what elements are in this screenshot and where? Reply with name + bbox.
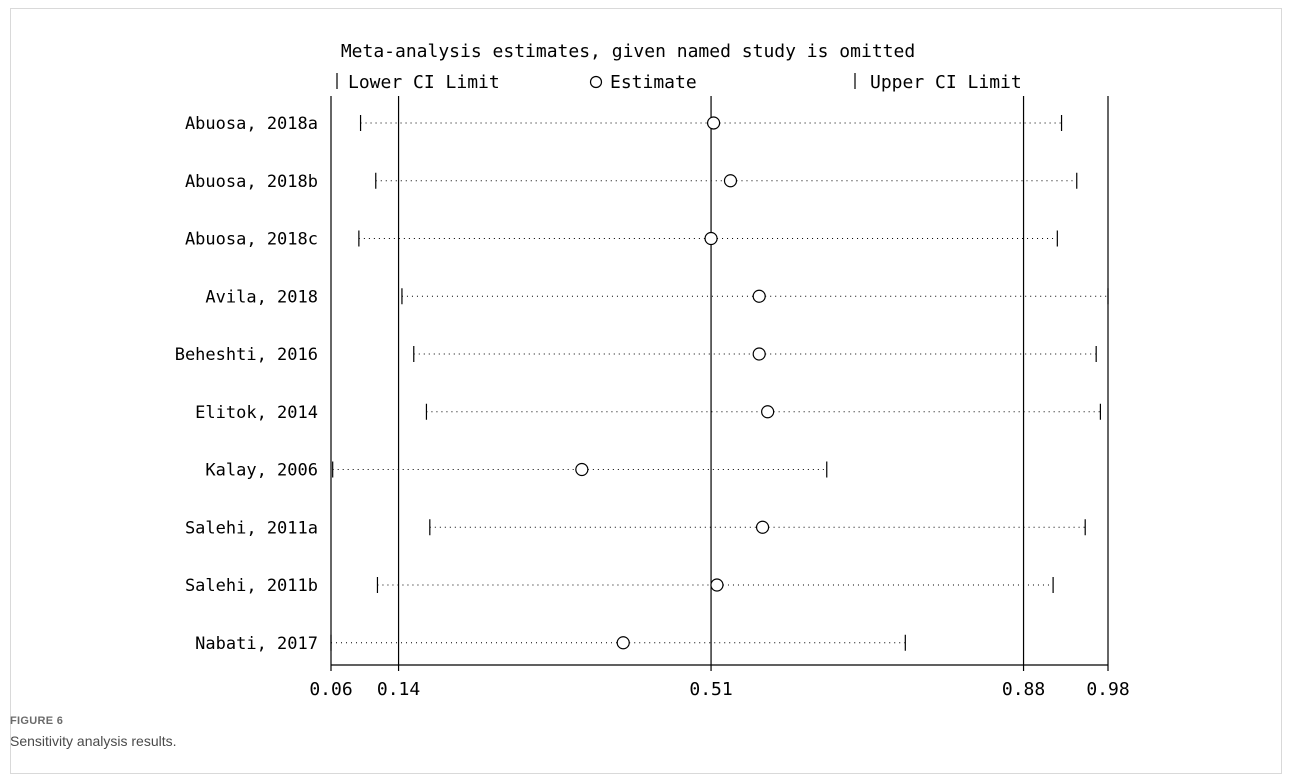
x-tick-label-1: 0.14 — [377, 679, 420, 700]
estimate-marker — [616, 636, 630, 650]
x-tick-label-2: 0.51 — [689, 679, 732, 700]
study-label: Salehi, 2011a — [185, 518, 318, 538]
estimate-marker — [752, 289, 766, 303]
study-row-0: Abuosa, 2018a — [185, 114, 1063, 134]
estimate-marker — [761, 405, 775, 419]
figure-label: FIGURE 6 — [10, 715, 64, 727]
study-label: Elitok, 2014 — [195, 403, 318, 423]
estimate-marker — [755, 520, 770, 534]
legend-estimate-label: Estimate — [610, 72, 697, 93]
study-label: Abuosa, 2018b — [185, 172, 318, 192]
study-label: Avila, 2018 — [205, 287, 318, 307]
study-label: Salehi, 2011b — [185, 576, 318, 596]
study-row-1: Abuosa, 2018b — [185, 172, 1078, 192]
estimate-marker — [706, 116, 721, 130]
x-tick-label-4: 0.98 — [1086, 679, 1129, 700]
plot-axes: 0.06 0.14 0.51 0.88 0.98 — [309, 96, 1130, 700]
study-label: Abuosa, 2018a — [185, 114, 318, 134]
legend: Meta-analysis estimates, given named stu… — [336, 41, 1022, 93]
estimate-marker — [575, 462, 589, 477]
estimate-marker — [710, 578, 724, 592]
legend-estimate-marker — [589, 75, 603, 89]
estimate-marker — [723, 174, 738, 188]
study-rows: Abuosa, 2018a Abuosa, 2018b Abuosa, 2018c A… — [175, 114, 1109, 654]
figure-caption-text: Sensitivity analysis results. — [10, 733, 177, 749]
study-row-4: Beheshti, 2016 — [175, 345, 1097, 365]
chart-title: Meta-analysis estimates, given named stu… — [341, 41, 915, 62]
x-tick-label-0: 0.06 — [309, 679, 352, 700]
study-row-6: Kalay, 2006 — [205, 461, 828, 481]
study-label: Abuosa, 2018c — [185, 230, 318, 250]
figure-frame — [10, 8, 1282, 774]
study-label: Kalay, 2006 — [205, 461, 318, 481]
study-label: Beheshti, 2016 — [175, 345, 318, 365]
study-row-2: Abuosa, 2018c — [185, 230, 1058, 250]
legend-upper-label: Upper CI Limit — [870, 72, 1022, 93]
x-tick-label-3: 0.88 — [1002, 679, 1045, 700]
study-row-5: Elitok, 2014 — [195, 403, 1101, 423]
estimate-marker — [752, 347, 766, 361]
estimate-marker — [704, 231, 718, 246]
study-row-9: Nabati, 2017 — [195, 634, 906, 654]
study-row-8: Salehi, 2011b — [185, 576, 1054, 596]
legend-lower-label: Lower CI Limit — [348, 72, 500, 93]
study-row-7: Salehi, 2011a — [185, 518, 1086, 538]
study-row-3: Avila, 2018 — [205, 287, 1109, 307]
study-label: Nabati, 2017 — [195, 634, 318, 654]
